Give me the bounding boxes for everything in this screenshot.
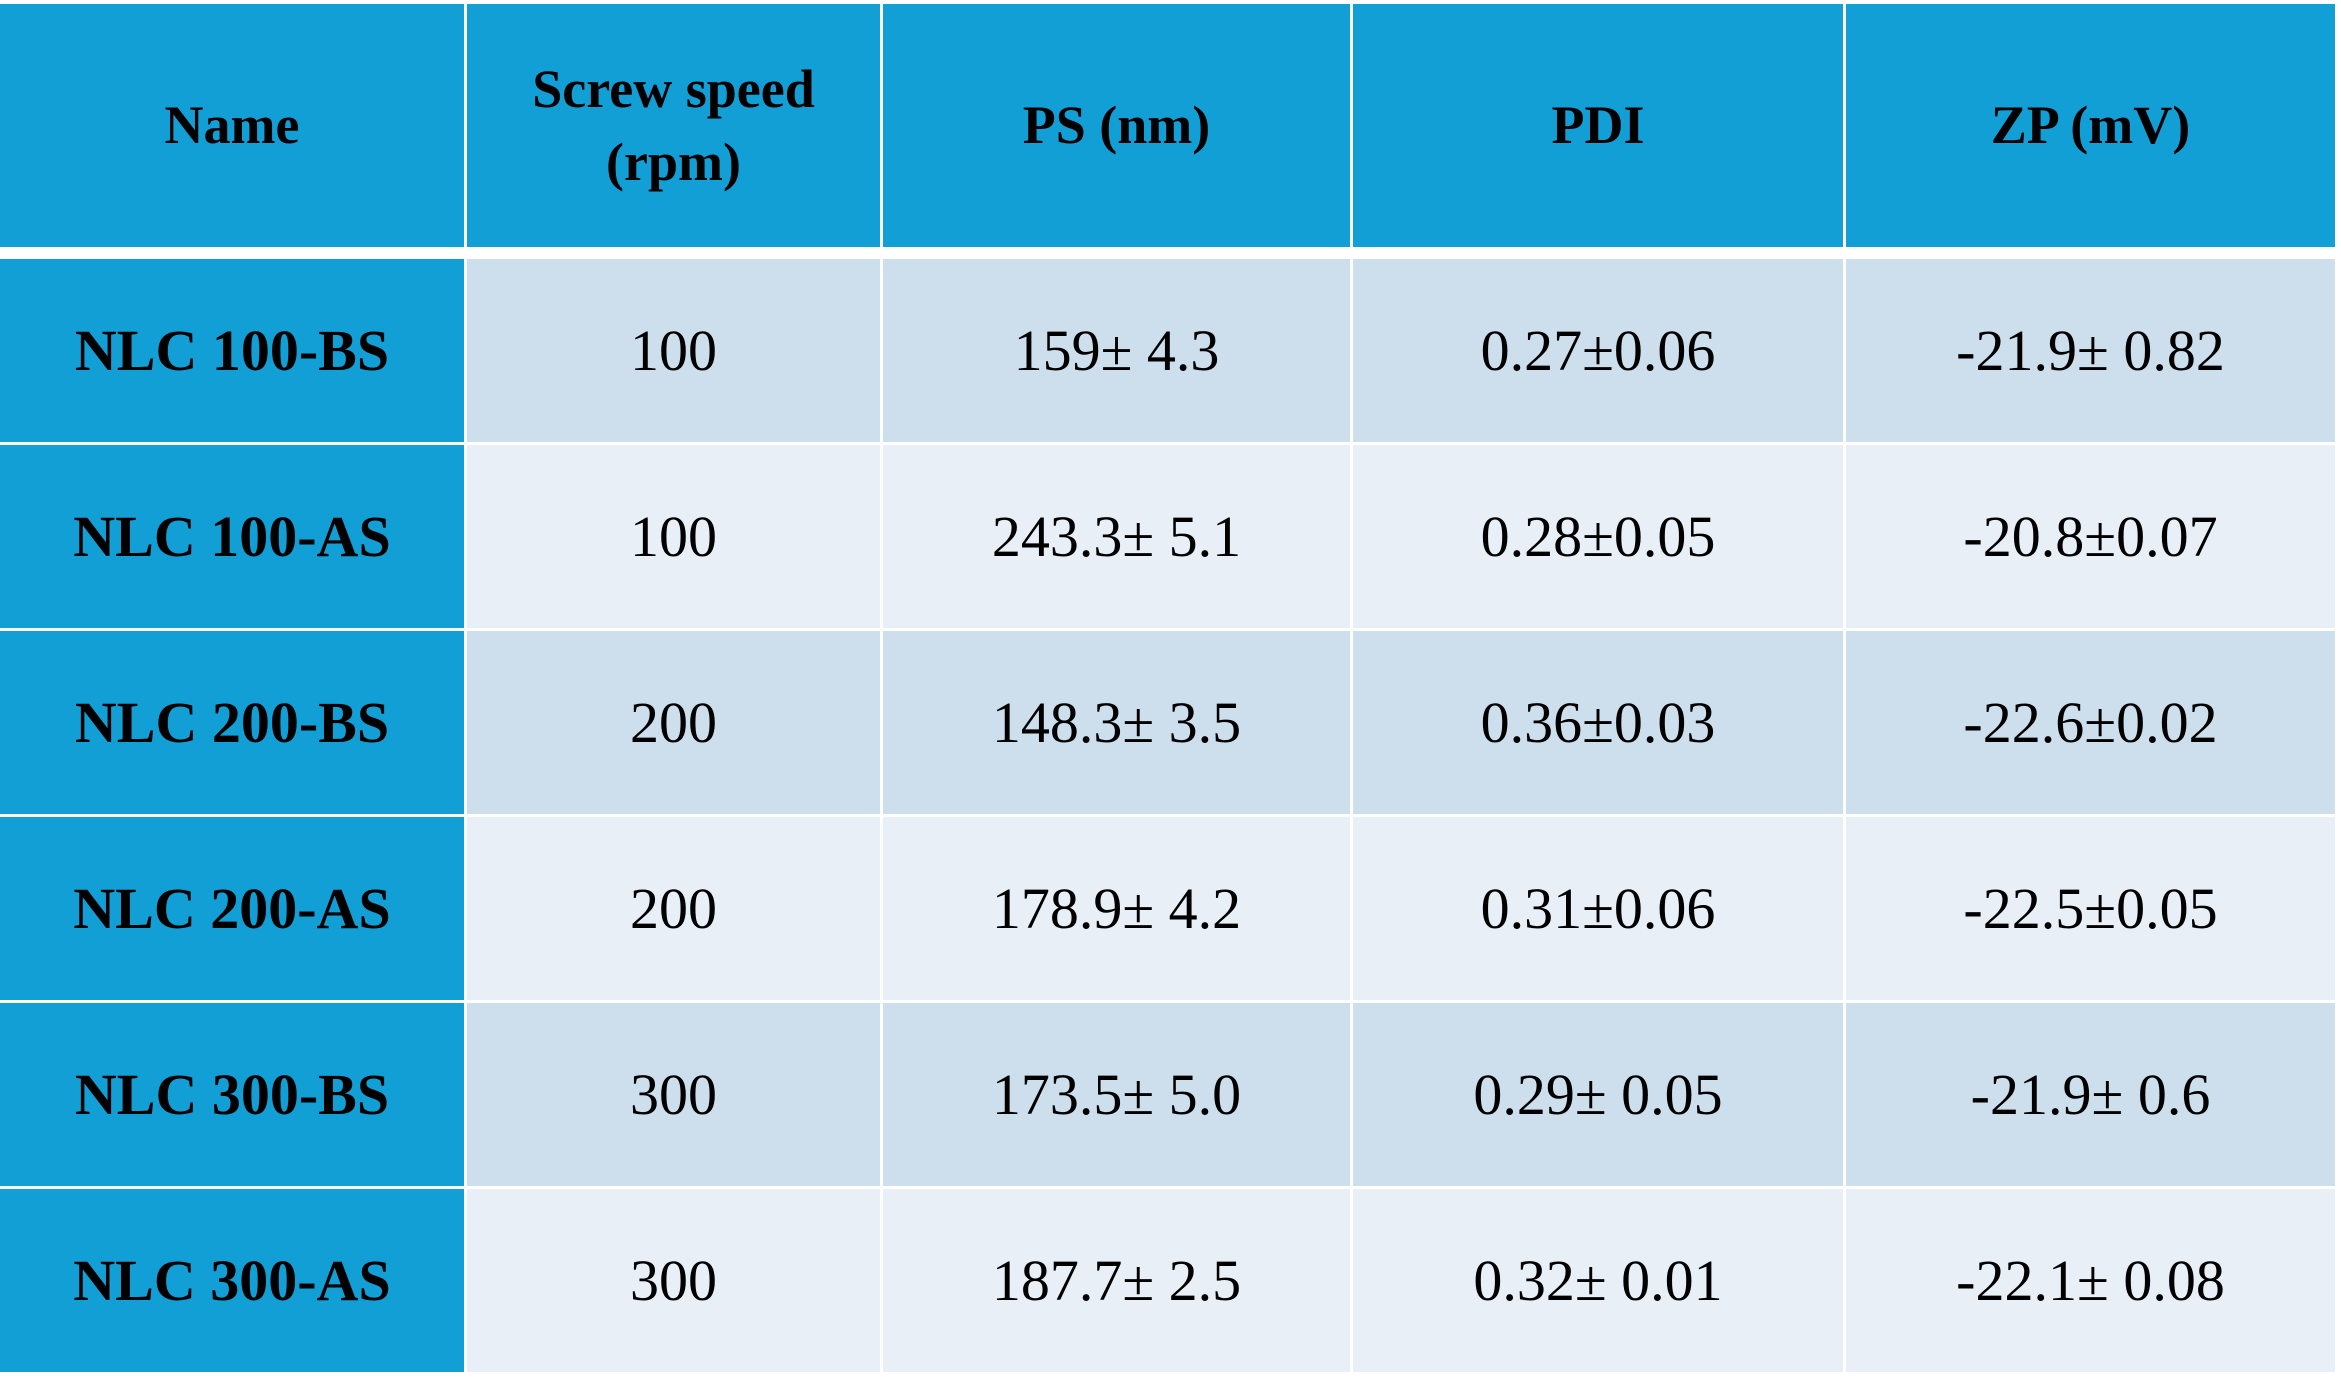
table-row: NLC 300-BS 300 173.5± 5.0 0.29± 0.05 -21.9± … [0, 1003, 2335, 1186]
row-name: NLC 300-AS [0, 1189, 464, 1372]
spacer [0, 250, 2335, 256]
table-row: NLC 100-AS 100 243.3± 5.1 0.28±0.05 -20.8±0.… [0, 445, 2335, 628]
cell: 0.32± 0.01 [1353, 1189, 1843, 1372]
cell: 300 [467, 1189, 880, 1372]
cell: 187.7± 2.5 [883, 1189, 1350, 1372]
cell: -20.8±0.07 [1846, 445, 2335, 628]
cell: 0.31±0.06 [1353, 817, 1843, 1000]
header-cell: PDI [1353, 4, 1843, 247]
row-name: NLC 300-BS [0, 1003, 464, 1186]
table-row: NLC 200-AS 200 178.9± 4.2 0.31±0.06 -22.5±0.… [0, 817, 2335, 1000]
cell: 0.28±0.05 [1353, 445, 1843, 628]
header-row: Name Screw speed (rpm) PS (nm) PDI ZP (mV) [0, 4, 2335, 247]
cell: 159± 4.3 [883, 259, 1350, 442]
row-name: NLC 100-BS [0, 259, 464, 442]
cell: 243.3± 5.1 [883, 445, 1350, 628]
cell: -22.1± 0.08 [1846, 1189, 2335, 1372]
cell: -22.6±0.02 [1846, 631, 2335, 814]
cell: 100 [467, 259, 880, 442]
table-row: NLC 200-BS 200 148.3± 3.5 0.36±0.03 -22.6±0.… [0, 631, 2335, 814]
cell: 300 [467, 1003, 880, 1186]
header-cell: PS (nm) [883, 4, 1350, 247]
cell: 200 [467, 631, 880, 814]
table-row: NLC 100-BS 100 159± 4.3 0.27±0.06 -21.9± 0.8… [0, 259, 2335, 442]
row-name: NLC 200-AS [0, 817, 464, 1000]
row-name: NLC 100-AS [0, 445, 464, 628]
header-cell: ZP (mV) [1846, 4, 2335, 247]
cell: 100 [467, 445, 880, 628]
cell: -21.9± 0.82 [1846, 259, 2335, 442]
cell: 148.3± 3.5 [883, 631, 1350, 814]
cell: -22.5±0.05 [1846, 817, 2335, 1000]
table-body: NLC 100-BS 100 159± 4.3 0.27±0.06 -21.9± 0.8… [0, 259, 2335, 1372]
row-name: NLC 200-BS [0, 631, 464, 814]
cell: 0.36±0.03 [1353, 631, 1843, 814]
cell: -21.9± 0.6 [1846, 1003, 2335, 1186]
cell: 173.5± 5.0 [883, 1003, 1350, 1186]
header-cell: Screw speed (rpm) [467, 4, 880, 247]
cell: 200 [467, 817, 880, 1000]
spacer-cell [0, 250, 2335, 256]
cell: 178.9± 4.2 [883, 817, 1350, 1000]
cell: 0.27±0.06 [1353, 259, 1843, 442]
cell: 0.29± 0.05 [1353, 1003, 1843, 1186]
header-cell: Name [0, 4, 464, 247]
table-row: NLC 300-AS 300 187.7± 2.5 0.32± 0.01 -22.1± … [0, 1189, 2335, 1372]
